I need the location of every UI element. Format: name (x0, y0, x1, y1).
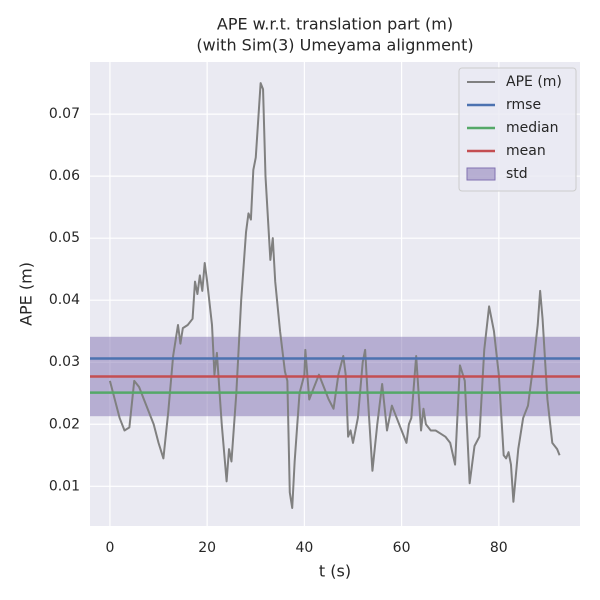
x-tick-label: 40 (295, 540, 313, 556)
y-tick-label: 0.06 (49, 168, 80, 184)
y-axis-label: APE (m) (17, 262, 36, 326)
y-tick-label: 0.04 (49, 292, 80, 308)
legend-box (458, 67, 577, 192)
x-tick-label: 80 (490, 540, 508, 556)
legend-label: std (506, 166, 528, 182)
y-tick-label: 0.03 (49, 354, 80, 370)
legend-label: median (506, 120, 558, 136)
x-tick-label: 20 (198, 540, 216, 556)
y-tick-label: 0.07 (49, 106, 80, 122)
y-tick-label: 0.05 (49, 230, 80, 246)
legend-label: mean (506, 143, 546, 159)
x-axis-label: t (s) (319, 562, 351, 581)
legend-swatch (466, 167, 496, 181)
legend-label: APE (m) (506, 74, 562, 90)
y-tick-label: 0.01 (49, 478, 80, 494)
x-tick-label: 60 (393, 540, 411, 556)
y-tick-label: 0.02 (49, 416, 80, 432)
legend-label: rmse (506, 97, 541, 113)
chart-subtitle: (with Sim(3) Umeyama alignment) (196, 36, 473, 55)
ape-line (108, 82, 561, 510)
chart-title: APE w.r.t. translation part (m) (217, 15, 453, 34)
x-tick-label: 0 (105, 540, 114, 556)
